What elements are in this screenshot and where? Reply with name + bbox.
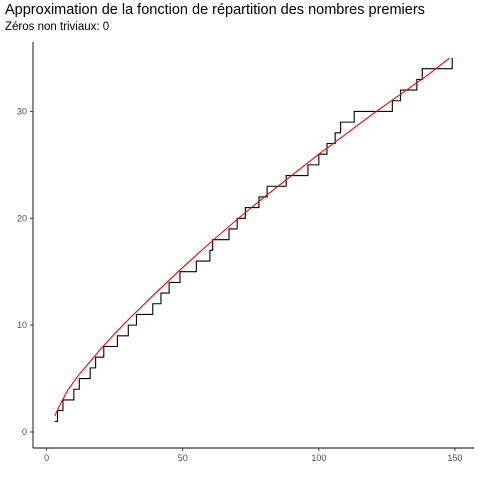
- series-layer: [54, 57, 453, 422]
- chart-subtitle: Zéros non triviaux: 0: [5, 21, 110, 33]
- x-tick-label: 50: [178, 453, 188, 463]
- y-axis-ticks: 0 10 20 30: [17, 106, 33, 437]
- y-tick-label: 20: [17, 213, 27, 223]
- approximation-curve-series: [54, 57, 450, 417]
- y-tick-label: 10: [17, 320, 27, 330]
- y-tick-label: 30: [17, 106, 27, 116]
- prime-count-step-series: [54, 58, 453, 422]
- x-tick-label: 100: [311, 453, 326, 463]
- chart-title: Approximation de la fonction de répartit…: [5, 2, 425, 18]
- y-tick-label: 0: [22, 427, 27, 437]
- x-axis-ticks: 0 50 100 150: [44, 448, 462, 463]
- x-tick-label: 0: [44, 453, 49, 463]
- x-tick-label: 150: [447, 453, 462, 463]
